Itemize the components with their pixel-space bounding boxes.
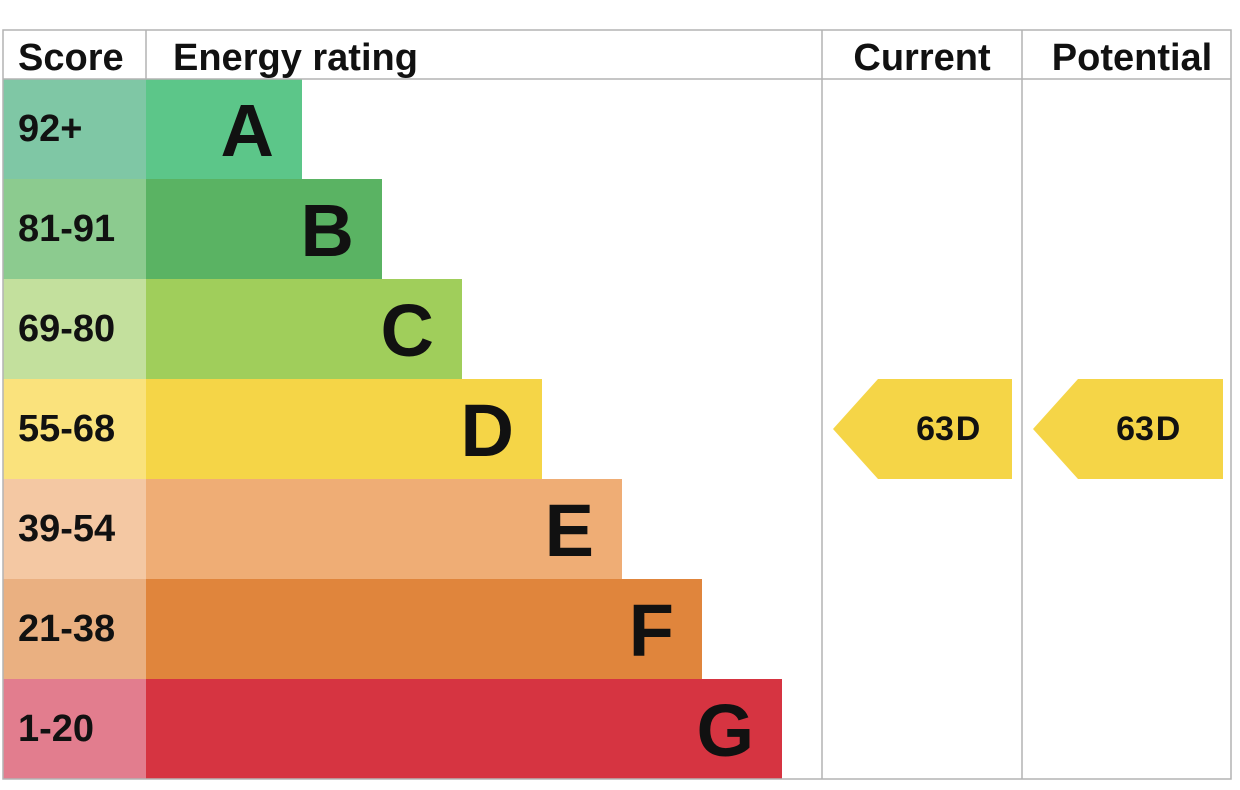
score-range-e: 39-54 xyxy=(18,508,115,550)
current-rating-letter: D xyxy=(956,410,981,448)
rating-indicators: 63 D 63 D xyxy=(833,379,1223,479)
potential-rating-letter: D xyxy=(1156,410,1181,448)
potential-column-header: Potential xyxy=(1052,37,1212,79)
rating-letter-g: G xyxy=(696,689,754,772)
rating-letter-a: A xyxy=(221,89,274,172)
current-score: 63 xyxy=(916,410,954,448)
rating-letter-f: F xyxy=(629,589,674,672)
score-range-d: 55-68 xyxy=(18,408,115,450)
rating-letter-e: E xyxy=(545,489,594,572)
energy-rating-column-header: Energy rating xyxy=(173,37,418,79)
score-cell-f xyxy=(3,579,146,679)
potential-rating-arrow xyxy=(1033,379,1223,479)
score-range-b: 81-91 xyxy=(18,208,115,250)
rating-letter-b: B xyxy=(301,189,354,272)
score-cell-g xyxy=(3,679,146,779)
current-column-header: Current xyxy=(853,37,991,79)
rating-bar-e xyxy=(146,479,622,579)
table-grid xyxy=(2,29,1232,780)
score-column-header: Score xyxy=(18,37,124,79)
rating-letter-c: C xyxy=(381,289,434,372)
rating-bands: 92+ A 81-91 B 69-80 C 55-68 D 39-54 E 21-38 F 1-20 G xyxy=(3,79,782,779)
rating-bar-d xyxy=(146,379,542,479)
score-range-a: 92+ xyxy=(18,108,82,150)
rating-bar-a xyxy=(146,79,302,179)
score-range-f: 21-38 xyxy=(18,608,115,650)
rating-bar-g xyxy=(146,679,782,779)
table-border xyxy=(2,29,1232,780)
score-cell-c xyxy=(3,279,146,379)
score-cell-d xyxy=(3,379,146,479)
potential-score: 63 xyxy=(1116,410,1154,448)
score-cell-e xyxy=(3,479,146,579)
score-cell-a xyxy=(3,79,146,179)
rating-letter-d: D xyxy=(461,389,514,472)
score-range-g: 1-20 xyxy=(18,708,94,750)
current-rating-arrow xyxy=(833,379,1012,479)
rating-bar-b xyxy=(146,179,382,279)
score-range-c: 69-80 xyxy=(18,308,115,350)
rating-bar-c xyxy=(146,279,462,379)
score-cell-b xyxy=(3,179,146,279)
table-header: Score Energy rating Current Potential xyxy=(18,37,1212,79)
rating-bar-f xyxy=(146,579,702,679)
